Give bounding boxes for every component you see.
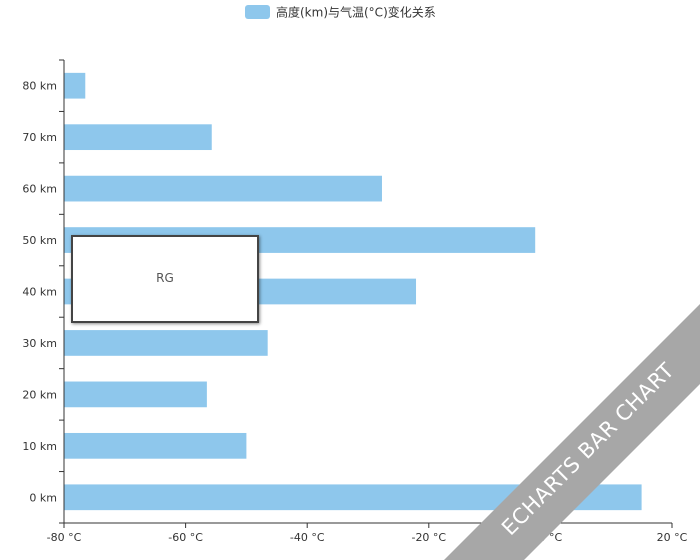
bar-group xyxy=(64,72,642,511)
watermark-band xyxy=(444,304,700,560)
y-tick-label-5: 50 km xyxy=(22,234,57,247)
bar-8[interactable] xyxy=(64,72,86,99)
legend-swatch[interactable] xyxy=(245,5,270,19)
y-tick-label-6: 60 km xyxy=(22,183,57,196)
bar-2[interactable] xyxy=(64,381,207,408)
bar-6[interactable] xyxy=(64,175,382,202)
y-tick-label-3: 30 km xyxy=(22,337,57,350)
bar-7[interactable] xyxy=(64,124,212,151)
bar-3[interactable] xyxy=(64,330,268,356)
y-tick-label-2: 20 km xyxy=(22,388,57,401)
legend[interactable]: 高度(km)与气温(°C)变化关系 xyxy=(245,5,436,20)
y-tick-label-7: 70 km xyxy=(22,131,57,144)
x-tick-label-5: 20 °C xyxy=(657,531,688,544)
tooltip-text: RG xyxy=(156,271,174,285)
tooltip: RG xyxy=(71,235,259,323)
watermark-ribbon: ECHARTS BAR CHART xyxy=(444,304,700,560)
y-tick-label-8: 80 km xyxy=(22,80,57,93)
y-tick-label-0: 0 km xyxy=(29,491,57,504)
x-tick-label-1: -60 °C xyxy=(168,531,203,544)
x-tick-label-3: -20 °C xyxy=(411,531,446,544)
x-tick-label-0: -80 °C xyxy=(47,531,82,544)
y-tick-label-4: 40 km xyxy=(22,286,57,299)
bar-1[interactable] xyxy=(64,432,247,459)
y-tick-label-1: 10 km xyxy=(22,440,57,453)
watermark-text: ECHARTS BAR CHART xyxy=(497,358,679,540)
legend-label[interactable]: 高度(km)与气温(°C)变化关系 xyxy=(276,5,436,20)
x-tick-label-2: -40 °C xyxy=(290,531,325,544)
